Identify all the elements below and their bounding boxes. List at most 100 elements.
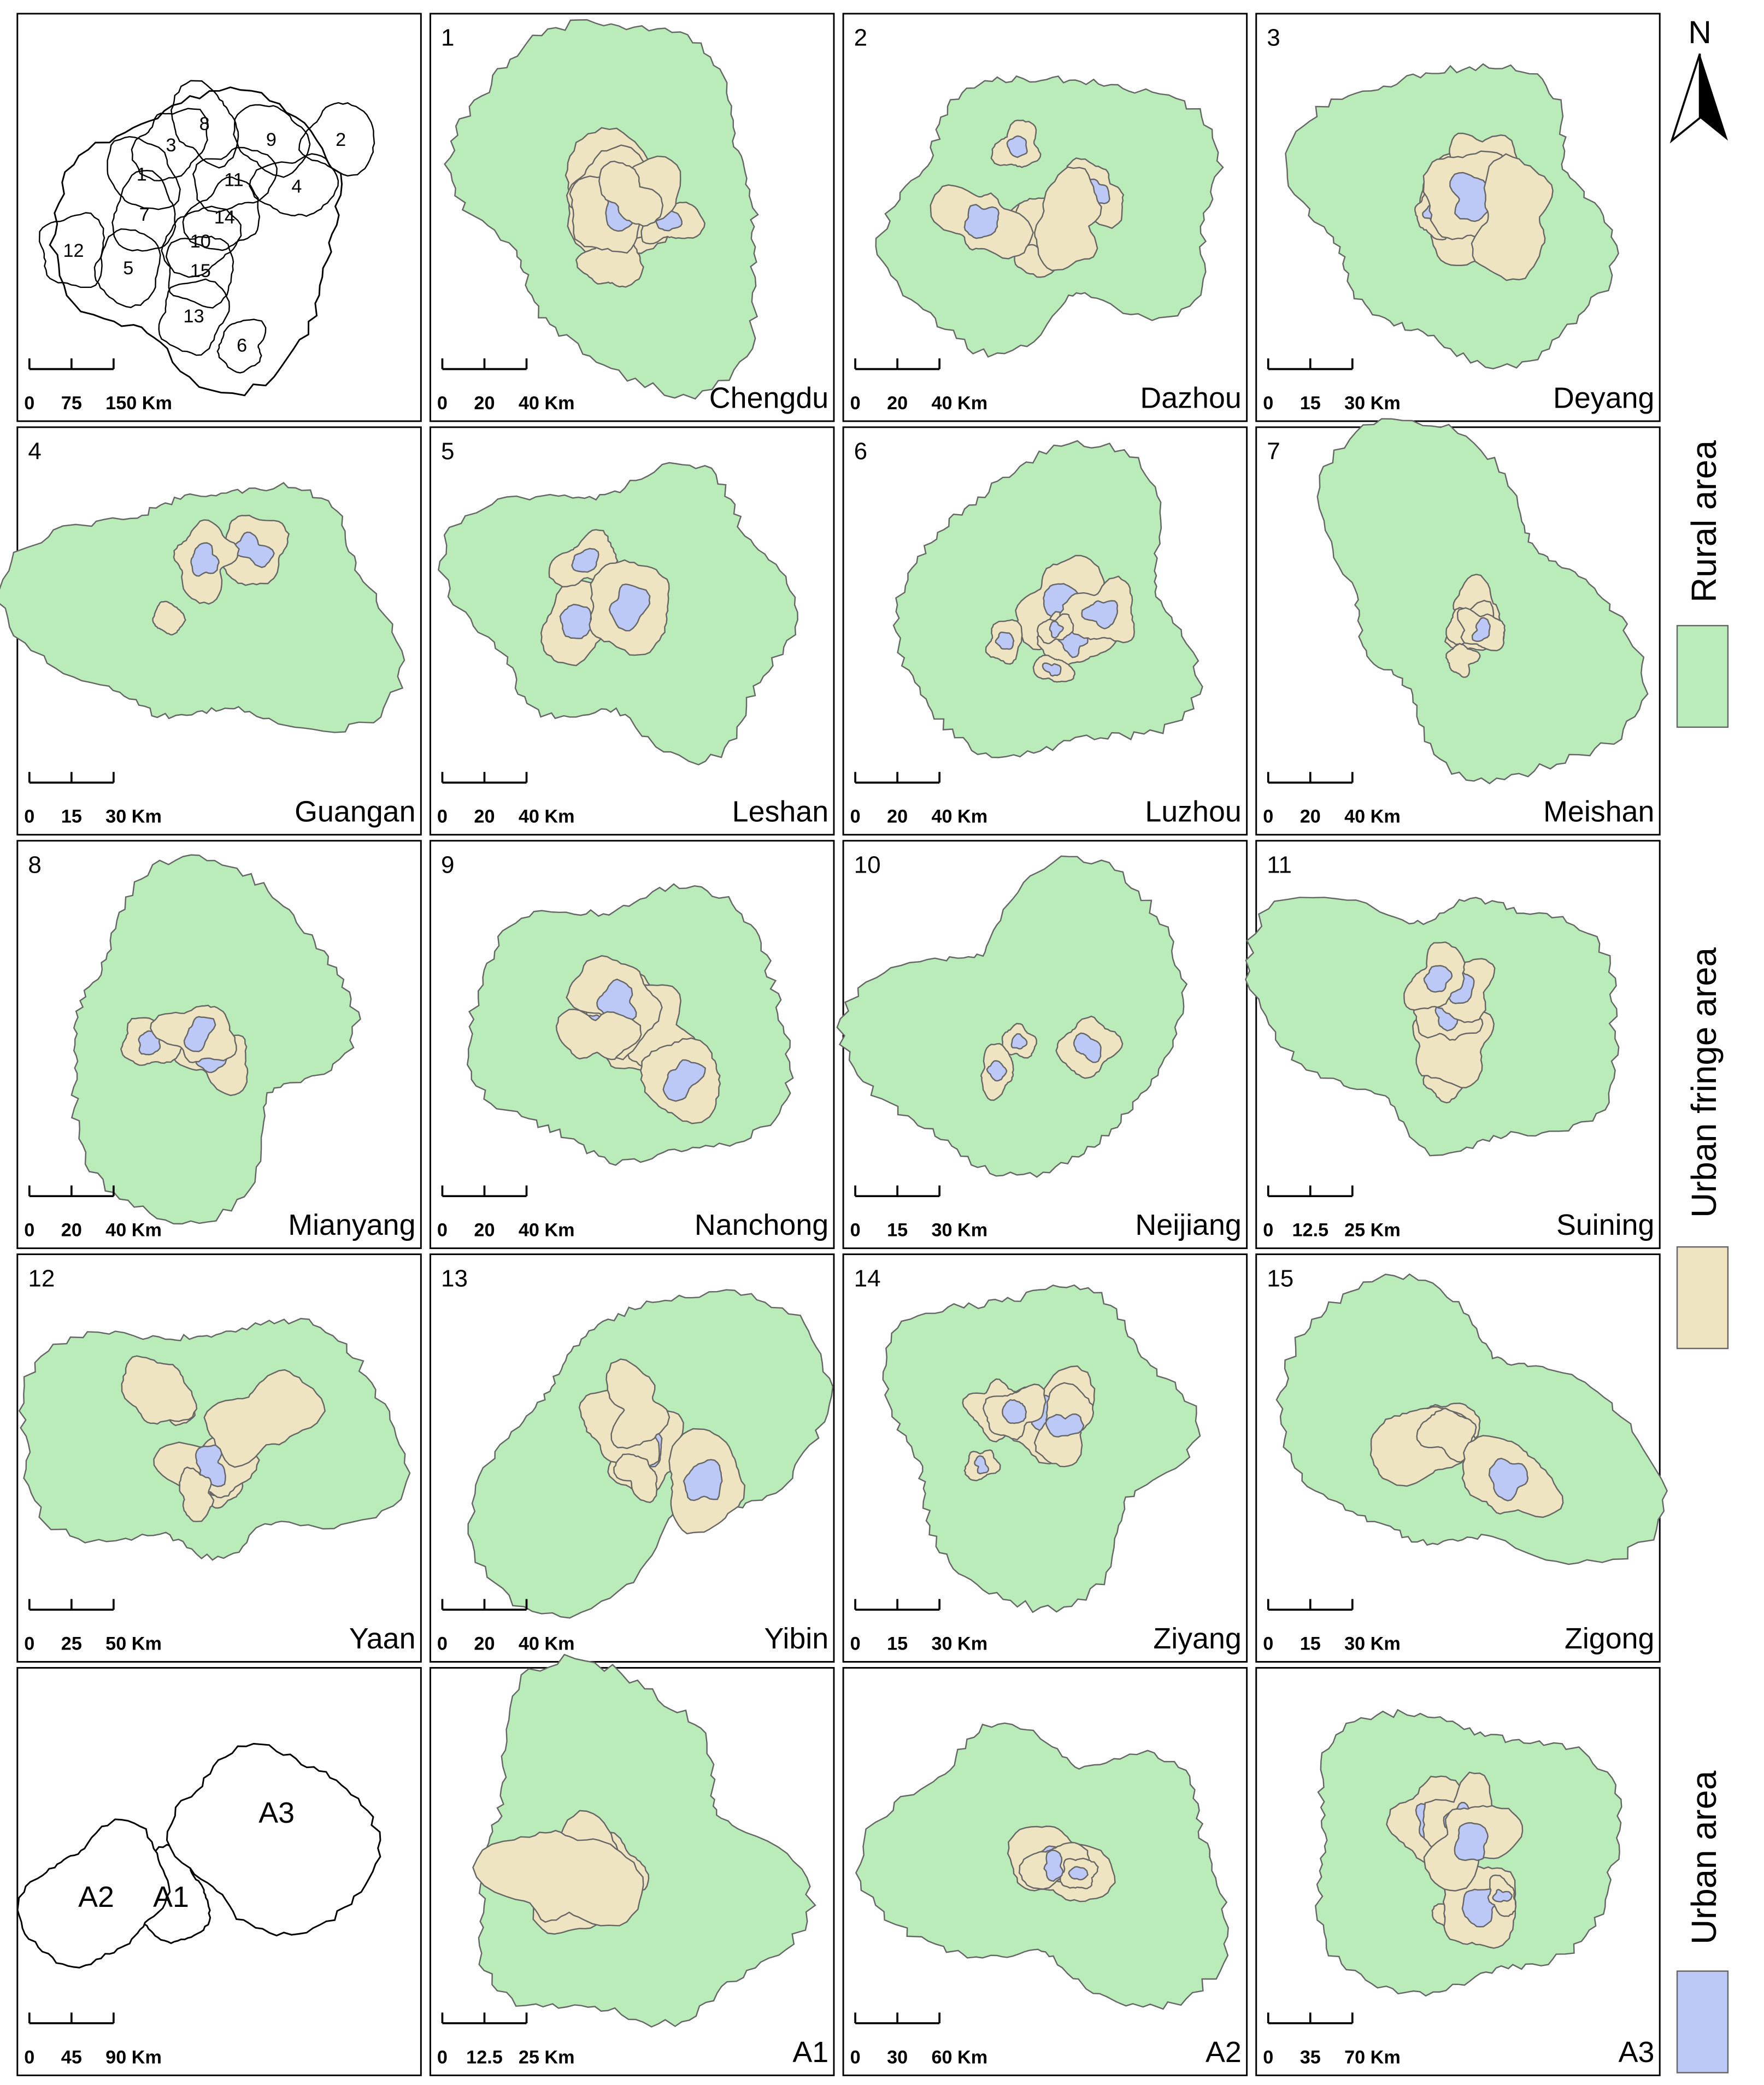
urban-area [608, 583, 651, 632]
region-name: A2 [1206, 2036, 1242, 2069]
panel-number: 10 [854, 851, 881, 878]
city-name: Leshan [732, 795, 828, 828]
scale-label: 20 [474, 806, 495, 827]
scale-label: 0 [437, 2047, 448, 2068]
urban-area [183, 1016, 216, 1052]
scale-label: 0 [850, 1220, 861, 1241]
city-name: Guangan [295, 795, 415, 828]
scale-label: 15 [61, 806, 82, 827]
panel: 12 Yaan 0 25 50 Km [16, 1253, 422, 1663]
city-number: 9 [266, 129, 277, 150]
urban-fringe-area [1416, 1407, 1477, 1463]
panel: 5 Leshan 0 20 40 Km [429, 426, 835, 836]
city-name: Suining [1556, 1209, 1654, 1241]
city-number: 5 [123, 258, 133, 279]
north-arrow [1669, 53, 1701, 144]
panel-number: 11 [1267, 851, 1292, 878]
urban-area [1081, 600, 1119, 629]
scale-label: 40 Km [519, 1633, 575, 1654]
scale-label: 25 Km [1344, 1220, 1401, 1241]
scale-label: 20 [474, 1633, 495, 1654]
scale-label: 20 [887, 806, 908, 827]
region-label: A2 [78, 1881, 114, 1913]
scale-label: 15 [1300, 393, 1321, 414]
city-outline [38, 212, 105, 288]
city-outline [170, 80, 239, 169]
region-outline [16, 1818, 171, 1969]
scale-label: 0 [850, 1633, 861, 1654]
scale-label: 20 [474, 393, 495, 414]
urban-area [1449, 172, 1492, 222]
scale-label: 0 [1263, 806, 1273, 827]
scale-label: 12.5 [466, 2047, 503, 2068]
city-number: 3 [166, 135, 177, 156]
panel-number: 12 [28, 1265, 55, 1292]
city-outline [93, 228, 161, 309]
urban-area [1043, 1850, 1064, 1882]
panel: 3 Deyang 0 15 30 Km [1255, 13, 1661, 422]
legend-swatch [1676, 1246, 1729, 1350]
region-label: A1 [153, 1881, 189, 1913]
scale-label: 90 Km [105, 2047, 162, 2068]
scale-label: 30 Km [1344, 393, 1401, 414]
province-outline [49, 86, 343, 397]
scale-label: 0 [24, 393, 34, 414]
city-outline [131, 108, 209, 181]
urban-area [1042, 662, 1062, 677]
urban-fringe-area [179, 1466, 215, 1522]
urban-area [190, 542, 220, 577]
city-number: 4 [291, 176, 302, 197]
scale-label: 75 [61, 393, 82, 414]
panel-number: 7 [1267, 438, 1280, 465]
legend-label: Urban area [1685, 1770, 1724, 1945]
city-number: 14 [214, 207, 235, 228]
scale-label: 20 [474, 1220, 495, 1241]
scale-label: 30 [887, 2047, 908, 2068]
city-outline [107, 136, 181, 210]
legend-label: Rural area [1685, 440, 1724, 602]
panel: 8 Mianyang 0 20 40 Km [16, 840, 422, 1250]
legend-label: Urban fringe area [1685, 947, 1724, 1217]
urban-fringe-area [203, 1369, 326, 1468]
city-outline [182, 176, 261, 251]
city-outline [233, 104, 311, 178]
urban-area [1010, 1033, 1028, 1050]
panel-number: 2 [854, 25, 867, 51]
urban-area [1006, 135, 1028, 158]
city-outline [158, 278, 230, 356]
scale-label: 0 [24, 2047, 34, 2068]
scale-label: 35 [1300, 2047, 1321, 2068]
scale-label: 25 [61, 1633, 82, 1654]
scale-label: 15 [887, 1220, 908, 1241]
panel: 7 Meishan 0 20 40 Km [1255, 418, 1661, 836]
city-number: 2 [336, 129, 346, 150]
panel: 15 Zigong 0 15 30 Km [1255, 1253, 1668, 1663]
urban-fringe-area [605, 1358, 671, 1450]
rural-area [0, 482, 405, 733]
city-outline [165, 235, 234, 309]
scale-label: 60 Km [931, 2047, 987, 2068]
scale-label: 30 Km [931, 1633, 987, 1654]
panel-number: 6 [854, 438, 867, 465]
city-name: Neijiang [1135, 1209, 1241, 1241]
panel-number: 4 [28, 438, 41, 465]
urban-area [1454, 1822, 1489, 1862]
scale-label: 15 [887, 1633, 908, 1654]
city-name: Deyang [1553, 381, 1654, 414]
scale-label: 0 [437, 806, 448, 827]
scale-label: 15 [1300, 1633, 1321, 1654]
scale-label: 0 [850, 393, 861, 414]
urban-area [1423, 965, 1453, 993]
city-number: 12 [63, 240, 84, 261]
urban-area [683, 1459, 723, 1501]
city-name: Ziyang [1153, 1622, 1241, 1655]
urban-area [662, 1059, 707, 1102]
scale-label: 0 [1263, 1220, 1273, 1241]
city-number: 6 [237, 335, 247, 356]
city-number: 13 [184, 306, 204, 327]
scale-label: 0 [437, 1220, 448, 1241]
scale-label: 40 Km [519, 1220, 575, 1241]
scale-label: 20 [61, 1220, 82, 1241]
urban-fringe-area [1445, 643, 1481, 678]
